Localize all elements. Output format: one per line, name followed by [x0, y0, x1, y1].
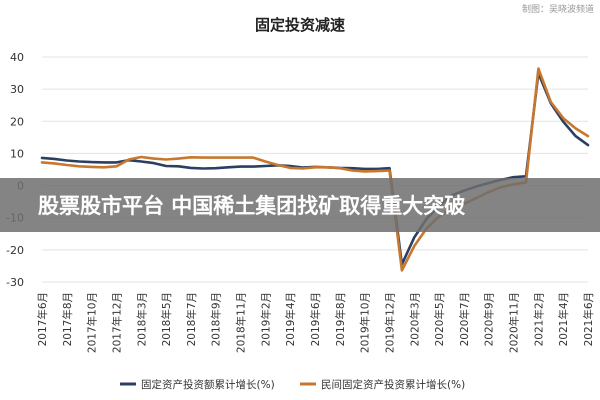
series-lines	[40, 67, 590, 272]
y-tick-label: 20	[10, 115, 24, 128]
x-tick-label: 2021年2月	[532, 292, 545, 346]
y-tick-label: -20	[6, 244, 24, 257]
x-tick-label: 2017年6月	[36, 292, 49, 346]
legend-label: 民间固定资产投资累计增长(%)	[321, 378, 465, 391]
x-tick-label: 2020年3月	[408, 292, 421, 346]
watermark: 制图：吴晓波频道	[522, 3, 594, 15]
x-tick-label: 2018年11月	[235, 292, 248, 353]
x-tick-label: 2018年7月	[185, 292, 198, 346]
legend-label: 固定资产投资额累计增长(%)	[141, 378, 275, 391]
x-tick-label: 2019年8月	[334, 292, 347, 346]
chart-title: 固定投资减速	[255, 16, 345, 34]
y-tick-label: 10	[10, 147, 24, 160]
x-tick-label: 2019年4月	[284, 292, 297, 346]
x-tick-label: 2019年10月	[359, 292, 372, 353]
x-tick-label: 2019年6月	[309, 292, 322, 346]
series-line	[40, 71, 590, 266]
x-tick-label: 2017年8月	[61, 292, 74, 346]
x-tick-label: 2021年4月	[557, 292, 570, 346]
x-axis-ticks: 2017年6月 2017年8月 2017年10月 2017年12月 2018年3月 201…	[36, 292, 595, 353]
legend: 固定资产投资额累计增长(%) 民间固定资产投资累计增长(%)	[120, 378, 465, 391]
x-tick-label: 2021年6月	[582, 292, 595, 346]
y-axis-ticks: -30-20-10010203040	[6, 51, 24, 289]
x-tick-label: 2017年10月	[86, 292, 99, 353]
x-tick-label: 2018年3月	[135, 292, 148, 346]
x-tick-label: 2018年5月	[160, 292, 173, 346]
y-tick-label: 40	[10, 51, 24, 64]
y-tick-label: -30	[6, 276, 24, 289]
banner-background	[0, 178, 600, 232]
y-tick-label: 30	[10, 83, 24, 96]
x-tick-label: 2019年2月	[259, 292, 272, 346]
x-tick-label: 2020年9月	[483, 292, 496, 346]
x-tick-label: 2020年5月	[433, 292, 446, 346]
x-tick-label: 2020年7月	[458, 292, 471, 346]
x-tick-label: 2018年9月	[210, 292, 223, 346]
x-tick-label: 2017年12月	[110, 292, 123, 353]
series-line	[40, 67, 590, 272]
banner-text: 股票股市平台 中国稀土集团找矿取得重大突破	[38, 194, 465, 218]
gridlines	[42, 56, 588, 283]
x-tick-label: 2020年11月	[508, 292, 521, 353]
x-tick-label: 2019年12月	[383, 292, 396, 353]
headline-banner[interactable]: 股票股市平台 中国稀土集团找矿取得重大突破	[0, 178, 600, 232]
